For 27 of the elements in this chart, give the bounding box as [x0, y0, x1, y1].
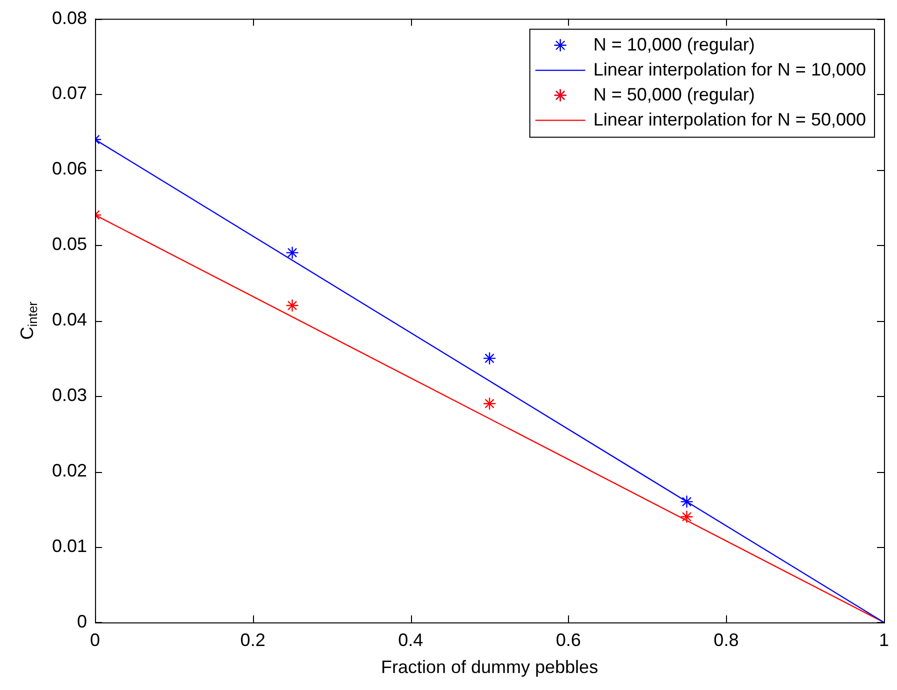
x-tick-label: 0.4	[398, 630, 424, 650]
legend-label: Linear interpolation for N = 10,000	[593, 59, 866, 80]
legend-label: N = 50,000 (regular)	[593, 84, 755, 104]
y-tick-label: 0	[77, 611, 88, 632]
x-tick-label: 0.2	[240, 630, 266, 650]
y-tick-label: 0.01	[52, 536, 88, 556]
x-tick-label: 0.6	[556, 630, 581, 650]
point	[482, 396, 496, 410]
x-tick-label: 1	[878, 630, 889, 650]
point	[482, 352, 496, 365]
y-tick-label: 0.07	[52, 83, 88, 104]
y-tick-label: 0.02	[52, 460, 88, 480]
y-axis-title: Cinter	[16, 300, 40, 340]
point	[680, 495, 694, 508]
y-tick-label: 0.06	[52, 158, 88, 179]
y-tick-label: 0.08	[52, 8, 88, 28]
y-tick-label: 0.04	[52, 310, 88, 330]
point	[680, 510, 694, 524]
legend-label: N = 10,000 (regular)	[593, 34, 755, 54]
legend-label: Linear interpolation for N = 50,000	[593, 109, 866, 130]
point	[286, 298, 299, 312]
x-axis-title: Fraction of dummy pebbles	[380, 656, 598, 677]
y-tick-label: 0.03	[52, 385, 88, 406]
y-tick-label: 0.05	[52, 234, 88, 254]
x-tick-label: 0.8	[714, 630, 739, 650]
x-tick-label: 0	[90, 630, 100, 650]
point	[286, 246, 299, 260]
